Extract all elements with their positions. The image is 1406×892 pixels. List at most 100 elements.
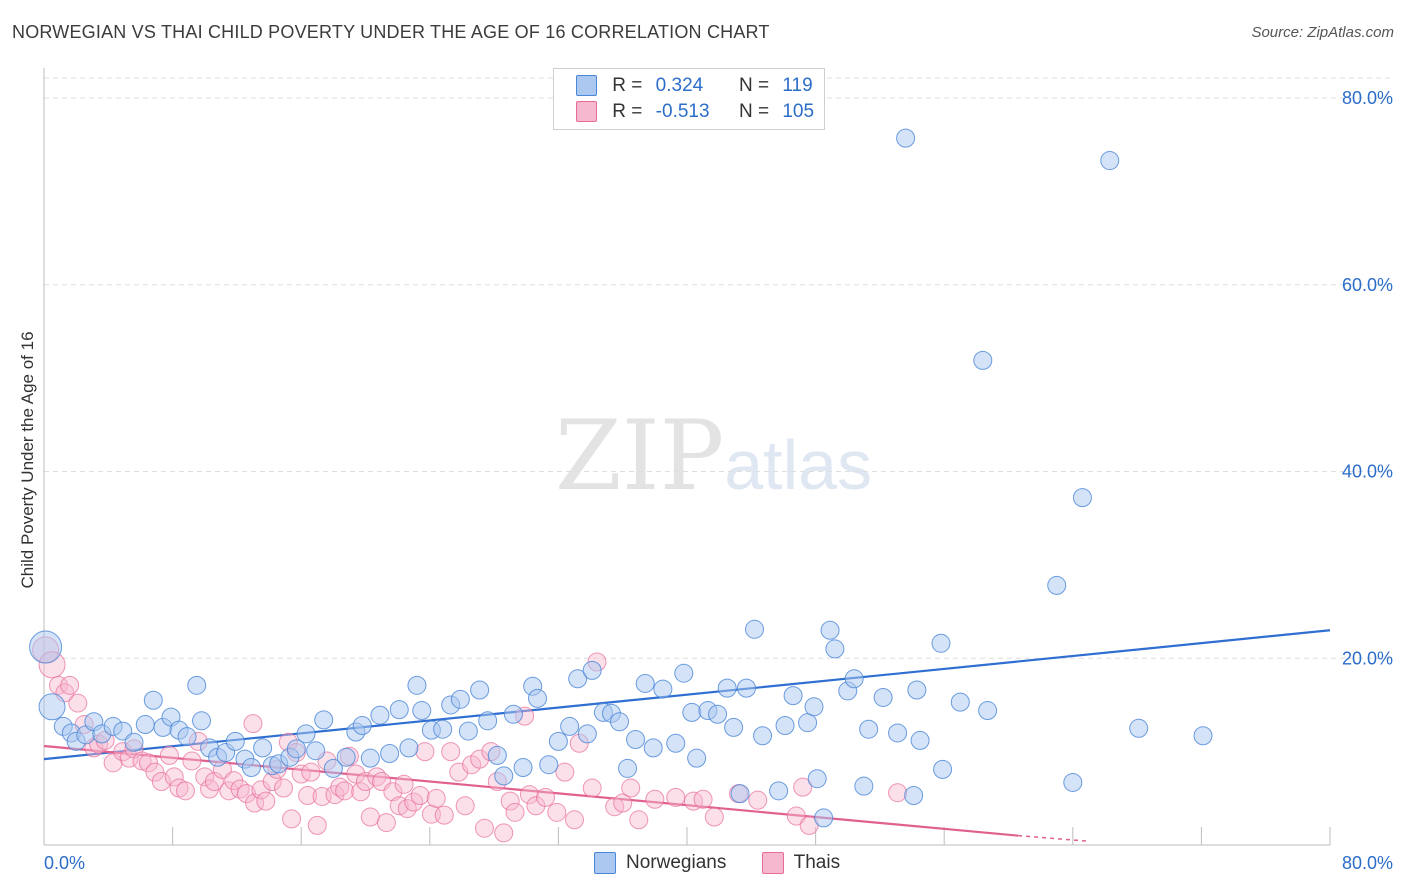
thai-point (159, 745, 179, 765)
norwegian-point (450, 689, 470, 709)
norwegian-point (844, 669, 864, 689)
norwegian-point (513, 757, 533, 777)
thai-point (536, 787, 556, 807)
thai-point (505, 802, 525, 822)
thai-point (291, 764, 311, 784)
norwegian-point (1047, 575, 1067, 595)
legend-r-label: R = (612, 75, 643, 96)
norwegian-point (314, 710, 334, 730)
thai-point (346, 764, 366, 784)
norwegian-point (888, 723, 908, 743)
norwegians-trend-line (43, 629, 1331, 761)
norwegian-point (135, 715, 155, 735)
norwegian-point (859, 719, 879, 739)
norwegians-label: Norwegians (626, 852, 727, 874)
thai-point (474, 818, 494, 838)
thai-point (376, 813, 396, 833)
legend-row-norwegians: R = 0.324 N = 119 (576, 75, 813, 99)
thai-point (274, 778, 294, 798)
y-tick-label: 40.0% (1342, 462, 1393, 482)
norwegian-point (730, 784, 750, 804)
norwegian-point (225, 731, 245, 751)
norwegian-point (560, 716, 580, 736)
norwegian-point (978, 701, 998, 721)
norwegian-point (804, 697, 824, 717)
norwegian-point (253, 738, 273, 758)
thai-point (547, 802, 567, 822)
norwegian-point (187, 675, 207, 695)
norwegian-point (907, 680, 927, 700)
watermark: ZIPatlas (555, 400, 872, 512)
thai-point (138, 753, 158, 773)
norwegian-point (609, 712, 629, 732)
legend-n-label: N = (738, 101, 770, 122)
norwegian-point (814, 808, 834, 828)
y-tick-label: 20.0% (1342, 648, 1393, 668)
norwegians-swatch (594, 852, 616, 874)
thai-point (621, 778, 641, 798)
thai-point (164, 767, 184, 787)
thai-point (175, 781, 195, 801)
norwegian-point (745, 619, 765, 639)
norwegian-point (775, 715, 795, 735)
norwegian-point (494, 766, 514, 786)
norwegian-point (674, 663, 694, 683)
norwegian-point (399, 738, 419, 758)
thai-point (256, 791, 276, 811)
thai-point (68, 693, 88, 713)
norwegian-point (412, 701, 432, 721)
watermark-atlas: atlas (724, 426, 873, 504)
norwegian-point (717, 678, 737, 698)
norwegian-point (618, 758, 638, 778)
norwegian-point (896, 128, 916, 148)
source-label: Source: ZipAtlas.com (1251, 24, 1394, 41)
legend-r-value: 0.324 (655, 75, 704, 96)
thai-point (793, 777, 813, 797)
thai-point (298, 786, 318, 806)
norwegian-point (950, 692, 970, 712)
norwegian-point (470, 680, 490, 700)
norwegian-point (548, 731, 568, 751)
thai-point (307, 815, 327, 835)
thai-point (555, 762, 575, 782)
thai-point (48, 675, 68, 695)
thai-point (629, 810, 649, 830)
norwegian-point (143, 690, 163, 710)
x-tick-label: 0.0% (44, 853, 85, 873)
thai-point (434, 805, 454, 825)
legend-n-label: N = (738, 75, 770, 96)
y-tick-label: 60.0% (1342, 275, 1393, 295)
thai-point (394, 774, 414, 794)
thai-point (888, 783, 908, 803)
thai-point (132, 751, 152, 771)
norwegian-point (577, 724, 597, 744)
norwegian-point (798, 713, 818, 733)
norwegian-point (241, 757, 261, 777)
norwegian-point (503, 704, 523, 724)
thai-point (335, 781, 355, 801)
norwegian-point (177, 727, 197, 747)
thai-point (645, 789, 665, 809)
norwegian-point (380, 743, 400, 763)
norwegian-point (433, 719, 453, 739)
norwegian-point (1063, 772, 1083, 792)
norwegian-point (687, 748, 707, 768)
norwegian-point (873, 687, 893, 707)
thai-point (666, 787, 686, 807)
norwegian-point (724, 717, 744, 737)
legend-item-norwegians: Norwegians (594, 852, 726, 874)
thai-point (389, 796, 409, 816)
norwegian-point (666, 733, 686, 753)
norwegian-point (682, 702, 702, 722)
thai-point (613, 793, 633, 813)
thai-point (441, 742, 461, 762)
thai-point (455, 796, 475, 816)
thais-swatch (761, 852, 784, 874)
thais-trend-extension (1018, 834, 1089, 843)
norwegian-point (643, 738, 663, 758)
thai-point (243, 714, 263, 734)
thai-point (748, 790, 768, 810)
thai-point (704, 807, 724, 827)
thais-swatch (576, 101, 597, 123)
norwegian-point (626, 729, 646, 749)
